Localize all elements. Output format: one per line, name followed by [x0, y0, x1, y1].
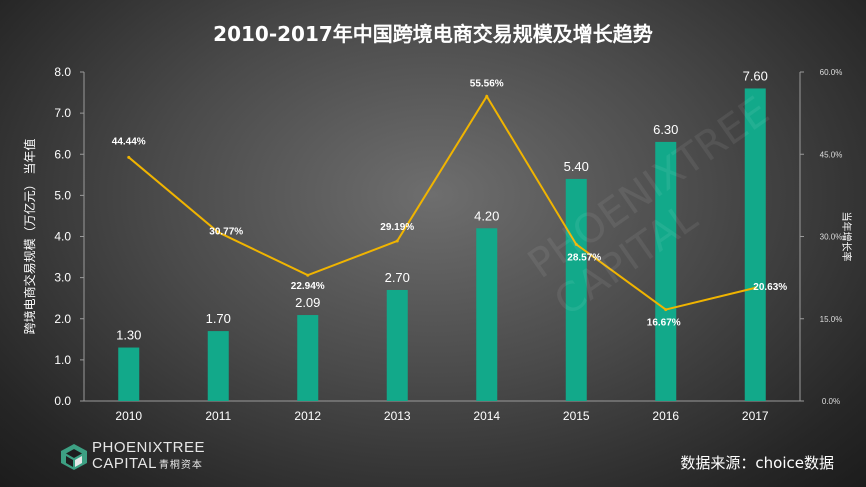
- bar: [118, 347, 140, 401]
- bar: [565, 178, 587, 401]
- y-tick-label: 5.0: [54, 188, 71, 202]
- bar: [386, 289, 408, 401]
- bar: [744, 88, 766, 401]
- y2-tick-label: 60.0%: [820, 68, 843, 77]
- growth-rate-point: [485, 94, 489, 98]
- bar-value-label: 1.70: [206, 311, 231, 326]
- logo-line2: CAPITAL: [92, 455, 157, 472]
- growth-rate-point: [664, 308, 668, 312]
- logo-line2-cn: 青桐资本: [158, 460, 203, 471]
- growth-rate-label: 28.57%: [567, 252, 601, 263]
- bar: [655, 141, 677, 401]
- bar: [207, 331, 229, 401]
- bar-value-label: 5.40: [564, 159, 589, 174]
- growth-rate-point: [753, 286, 757, 290]
- logo: PHOENIXTREE CAPITAL 青桐资本: [60, 440, 205, 474]
- bar: [297, 315, 319, 401]
- growth-rate-label: 30.77%: [209, 226, 243, 237]
- y-axis-title: 跨境电商交易规模（万亿元） 当年值: [22, 139, 37, 335]
- y2-tick-label: 15.0%: [820, 315, 843, 324]
- growth-rate-label: 44.44%: [112, 136, 146, 147]
- bar-value-label: 6.30: [653, 122, 678, 137]
- growth-rate-point: [127, 155, 131, 159]
- y2-tick-label: 45.0%: [820, 150, 843, 159]
- growth-rate-label: 29.19%: [380, 222, 414, 233]
- bar-value-label: 7.60: [743, 68, 768, 83]
- growth-rate-label: 20.63%: [753, 282, 787, 293]
- x-tick-label: 2011: [205, 409, 231, 423]
- growth-rate-label: 16.67%: [647, 318, 681, 329]
- growth-rate-label: 22.94%: [291, 281, 325, 292]
- growth-rate-point: [306, 273, 310, 277]
- logo-mark-icon: [61, 444, 87, 470]
- y-tick-label: 6.0: [54, 147, 71, 161]
- x-tick-label: 2016: [652, 409, 679, 423]
- x-tick-label: 2015: [563, 409, 590, 423]
- y2-tick-label: 30.0%: [820, 233, 843, 242]
- y-tick-label: 7.0: [54, 106, 71, 120]
- growth-rate-point: [216, 230, 220, 234]
- y2-axis-title: 当年增长率: [840, 212, 853, 262]
- growth-rate-line: [128, 94, 756, 311]
- bar-value-label: 4.20: [474, 208, 499, 223]
- chart-title: 2010-2017年中国跨境电商交易规模及增长趋势: [213, 21, 653, 46]
- y-tick-label: 4.0: [54, 230, 71, 244]
- bar-value-label: 2.09: [295, 295, 320, 310]
- y-tick-label: 0.0: [54, 394, 71, 408]
- x-tick-label: 2010: [115, 409, 142, 423]
- logo-line1: PHOENIXTREE: [92, 439, 206, 456]
- growth-rate-label: 55.56%: [470, 78, 504, 89]
- growth-rate-point: [395, 239, 399, 243]
- bar-value-label: 2.70: [385, 270, 410, 285]
- y-tick-label: 1.0: [54, 353, 71, 367]
- y2-tick-label: 0.0%: [822, 397, 840, 406]
- data-source: 数据来源：choice数据: [680, 454, 834, 472]
- y-tick-label: 2.0: [54, 312, 71, 326]
- x-tick-label: 2013: [384, 409, 411, 423]
- title-bar: 2010-2017年中国跨境电商交易规模及增长趋势: [0, 0, 866, 68]
- x-tick-label: 2017: [742, 409, 769, 423]
- growth-rate-point: [574, 242, 578, 246]
- bar: [476, 228, 498, 401]
- x-tick-label: 2012: [294, 409, 321, 423]
- bar-value-label: 1.30: [116, 328, 141, 343]
- y-tick-label: 8.0: [54, 65, 71, 79]
- y-tick-label: 3.0: [54, 271, 71, 285]
- x-tick-label: 2014: [473, 409, 500, 423]
